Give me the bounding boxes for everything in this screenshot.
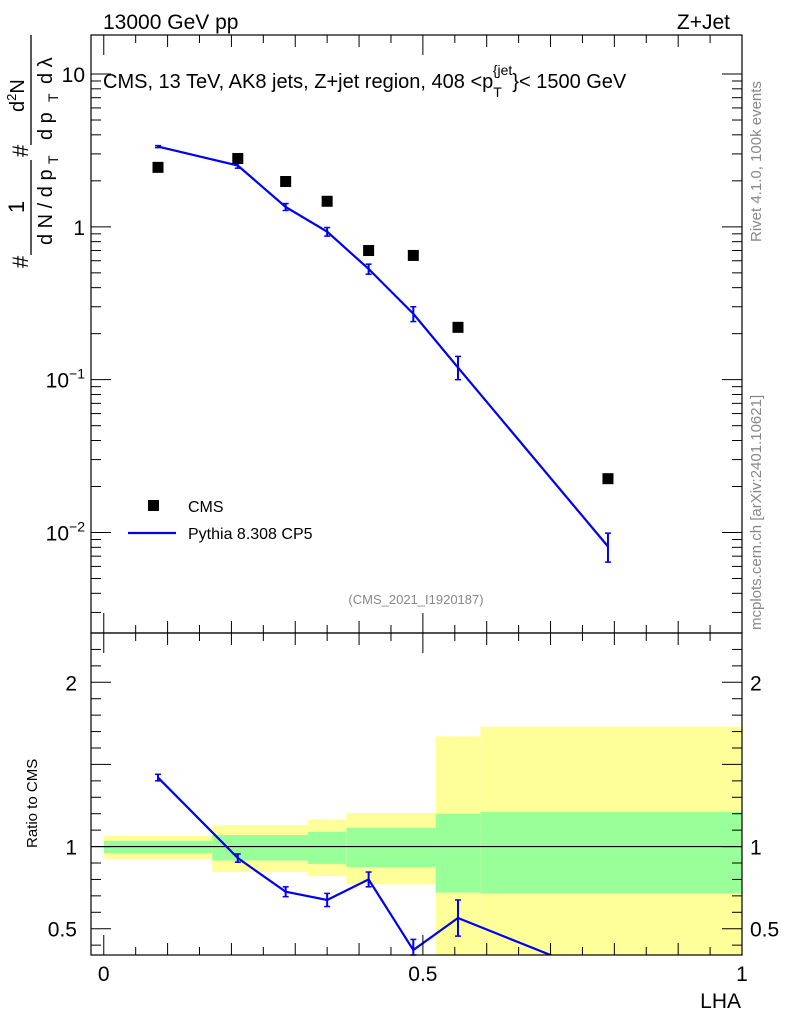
rivet-version-label: Rivet 4.1.0, 100k events bbox=[748, 81, 765, 242]
main-y-tick-label: 10−1 bbox=[46, 366, 86, 393]
svg-text:1: 1 bbox=[4, 201, 29, 213]
cms-data-point bbox=[280, 176, 292, 188]
main-title: CMS, 13 TeV, AK8 jets, Z+jet region, 408… bbox=[103, 62, 627, 100]
cms-data-point bbox=[152, 161, 164, 173]
ratio-plot-frame bbox=[90, 632, 743, 956]
header-energy-label: 13000 GeV pp bbox=[103, 11, 238, 34]
ratio-y-tick-label: 1 bbox=[65, 837, 77, 860]
pythia-curve bbox=[157, 145, 609, 548]
analysis-watermark: (CMS_2021_I1920187) bbox=[348, 592, 483, 607]
header-process-label: Z+Jet bbox=[677, 11, 730, 34]
cms-data-point bbox=[452, 321, 464, 333]
legend-label-cms: CMS bbox=[188, 499, 224, 516]
main-plot-frame bbox=[90, 34, 743, 634]
cms-data-point bbox=[363, 245, 375, 257]
svg-text:T: T bbox=[45, 93, 61, 102]
main-y-tick-label: 10−2 bbox=[46, 519, 86, 546]
legend-marker-cms bbox=[148, 500, 159, 511]
svg-text:T: T bbox=[45, 155, 61, 164]
svg-text:d p: d p bbox=[35, 112, 57, 140]
x-axis-label: LHA bbox=[700, 990, 741, 1013]
ratio-band-inner bbox=[346, 827, 436, 868]
ratio-band-inner bbox=[480, 812, 742, 894]
ratio-bands bbox=[91, 726, 742, 955]
svg-text:#: # bbox=[8, 255, 33, 268]
mcplots-source-label: mcplots.cern.ch [arXiv:2401.10621] bbox=[748, 395, 765, 630]
ratio-y-tick-label-right: 0.5 bbox=[750, 919, 779, 942]
ratio-x-axis: 0 0.5 1 bbox=[98, 633, 748, 986]
main-y-tick-label: 10 bbox=[62, 64, 85, 87]
cms-data-point bbox=[321, 195, 333, 207]
ratio-y-axis-label: Ratio to CMS bbox=[24, 759, 41, 848]
legend: CMS Pythia 8.308 CP5 bbox=[128, 499, 313, 543]
x-tick-label: 0 bbox=[98, 963, 110, 986]
ratio-curve bbox=[157, 776, 554, 955]
x-tick-label: 1 bbox=[736, 963, 748, 986]
svg-text:d2N: d2N bbox=[4, 79, 29, 112]
ratio-y-tick-label: 0.5 bbox=[48, 919, 77, 942]
main-y-axis: 10 1 10−1 10−2 bbox=[46, 64, 742, 613]
cms-data-point bbox=[407, 249, 419, 261]
main-y-axis-label: # 1 d N / d p T # d2N d p T d λ bbox=[4, 35, 61, 268]
ratio-y-axis: 0.5 0.5 1 1 2 2 bbox=[48, 648, 779, 946]
ratio-y-tick-label-right: 2 bbox=[750, 672, 762, 695]
svg-text:#: # bbox=[8, 144, 33, 157]
svg-text:d λ: d λ bbox=[35, 57, 57, 84]
ratio-band-inner bbox=[435, 813, 481, 893]
main-y-tick-label: 1 bbox=[73, 217, 85, 240]
ratio-band-inner bbox=[308, 831, 347, 864]
x-tick-label: 0.5 bbox=[408, 963, 437, 986]
legend-label-pythia: Pythia 8.308 CP5 bbox=[188, 526, 313, 543]
cms-data-point bbox=[232, 153, 244, 165]
svg-text:d N / d p: d N / d p bbox=[35, 169, 57, 245]
ratio-series-group bbox=[155, 773, 554, 956]
cms-data-point bbox=[602, 473, 614, 485]
ratio-y-tick-label: 2 bbox=[65, 672, 77, 695]
main-series-group bbox=[152, 144, 614, 563]
ratio-y-tick-label-right: 1 bbox=[750, 837, 762, 860]
main-x-ticks bbox=[103, 35, 743, 633]
